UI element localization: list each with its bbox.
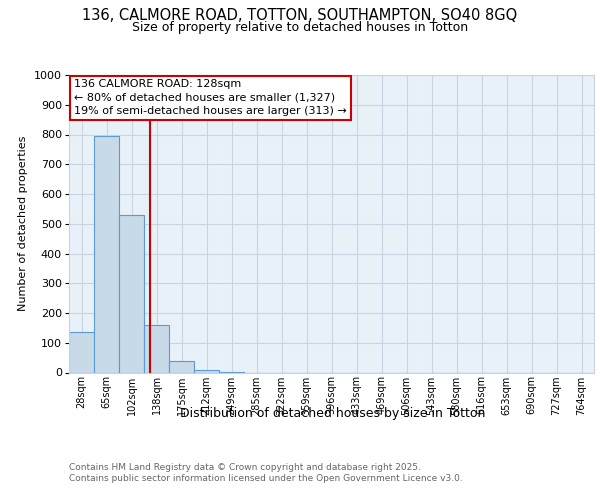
Bar (194, 370, 219, 372)
Text: Size of property relative to detached houses in Totton: Size of property relative to detached ho… (132, 21, 468, 34)
Bar (169, 362, 194, 372)
Y-axis label: Number of detached properties: Number of detached properties (19, 136, 29, 312)
Text: 136 CALMORE ROAD: 128sqm
← 80% of detached houses are smaller (1,327)
19% of sem: 136 CALMORE ROAD: 128sqm ← 80% of detach… (74, 80, 347, 116)
Bar (94, 136, 119, 372)
Bar (119, 215, 144, 372)
Text: Distribution of detached houses by size in Totton: Distribution of detached houses by size … (181, 408, 485, 420)
Text: Contains HM Land Registry data © Crown copyright and database right 2025.: Contains HM Land Registry data © Crown c… (69, 462, 421, 471)
Text: Contains public sector information licensed under the Open Government Licence v3: Contains public sector information licen… (69, 474, 463, 483)
Bar (144, 325, 169, 372)
Bar (69, 332, 94, 372)
Text: 136, CALMORE ROAD, TOTTON, SOUTHAMPTON, SO40 8GQ: 136, CALMORE ROAD, TOTTON, SOUTHAMPTON, … (82, 8, 518, 22)
